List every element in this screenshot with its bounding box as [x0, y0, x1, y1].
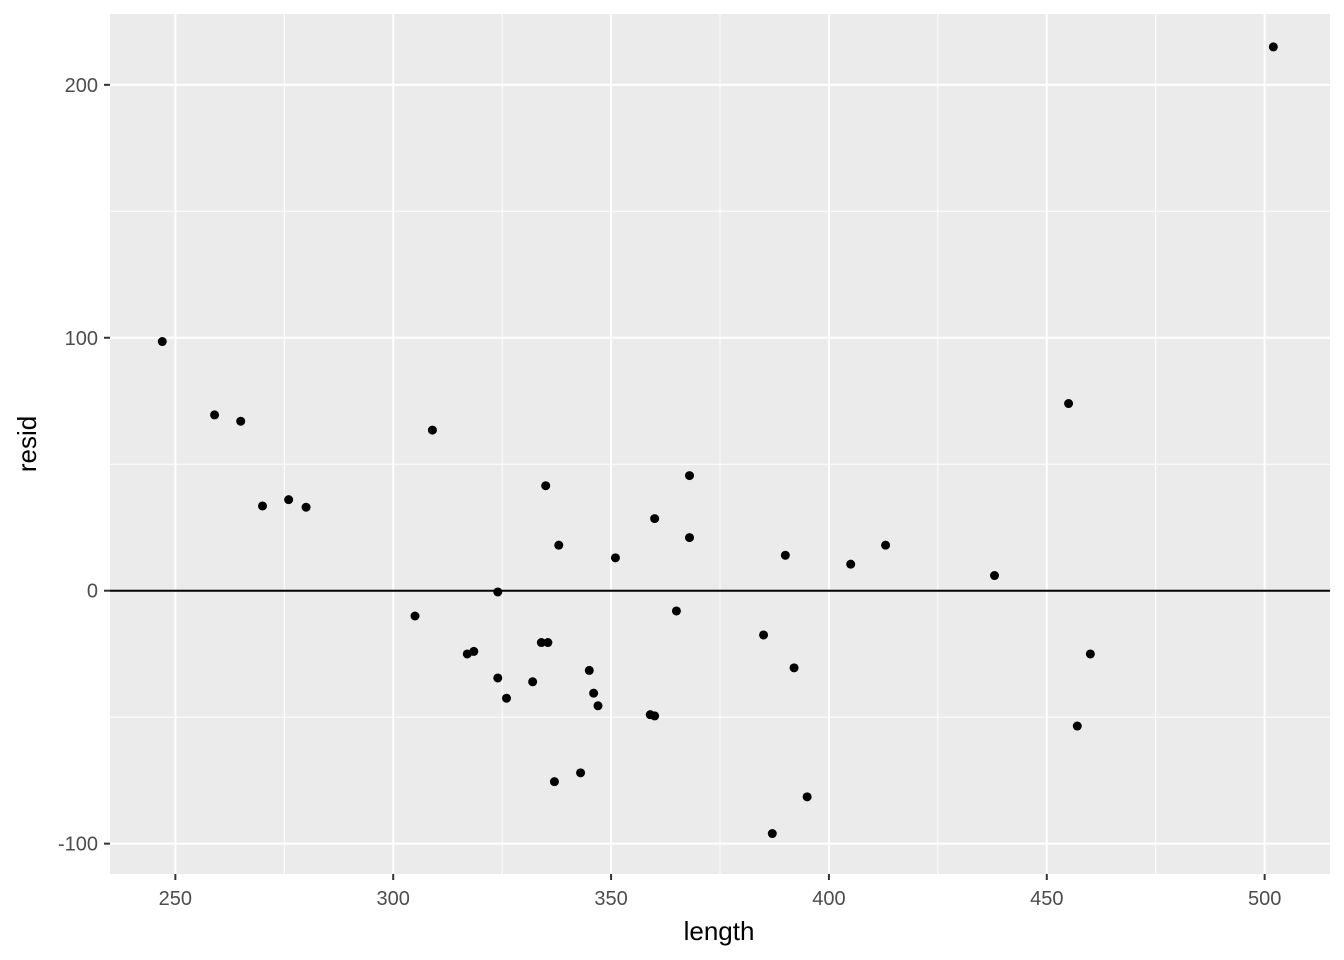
data-point [685, 471, 694, 481]
data-point [236, 416, 246, 426]
data-point [990, 571, 999, 581]
x-axis: 250 300 350 400 450 500 [159, 874, 1281, 910]
data-point [157, 337, 167, 347]
data-point [576, 768, 586, 778]
data-point [502, 693, 511, 703]
x-axis-title: length [684, 916, 755, 946]
y-tick-label: 200 [65, 75, 98, 97]
data-point [554, 540, 564, 550]
data-point [301, 502, 311, 512]
data-point [284, 495, 294, 505]
data-point [1064, 399, 1074, 409]
data-point [469, 646, 479, 656]
x-tick-label: 450 [1030, 888, 1063, 910]
x-tick-label: 300 [377, 888, 410, 910]
data-point [210, 410, 220, 420]
data-point [549, 777, 559, 787]
x-tick-label: 250 [159, 888, 192, 910]
data-point [410, 611, 420, 621]
data-point [584, 665, 594, 675]
data-point [493, 587, 503, 597]
data-point [1085, 649, 1095, 659]
data-point [789, 663, 799, 673]
y-tick-label: -100 [58, 834, 98, 856]
data-point [528, 677, 538, 687]
data-point [1072, 721, 1082, 731]
data-point [881, 540, 891, 550]
data-point [780, 550, 790, 560]
data-point [759, 630, 769, 640]
data-point [541, 481, 551, 491]
data-point [1268, 42, 1278, 52]
data-point [671, 606, 681, 616]
data-point [846, 559, 856, 569]
data-point [685, 533, 694, 543]
x-tick-label: 350 [594, 888, 627, 910]
y-tick-label: 0 [87, 581, 98, 603]
data-points [157, 42, 1278, 839]
data-point [258, 501, 267, 511]
data-point [589, 688, 599, 698]
y-axis: -100 0 100 200 [58, 75, 110, 856]
data-point [610, 553, 620, 563]
data-point [767, 829, 777, 839]
data-point [427, 425, 437, 435]
data-point [543, 638, 553, 648]
data-point [650, 711, 660, 721]
x-tick-label: 500 [1248, 888, 1281, 910]
x-tick-label: 400 [812, 888, 845, 910]
data-point [536, 638, 546, 648]
data-point [650, 514, 660, 524]
data-point [493, 673, 503, 683]
y-tick-label: 100 [65, 328, 98, 350]
data-point [593, 701, 603, 711]
y-axis-title: resid [12, 416, 42, 472]
minor-gridlines [110, 14, 1330, 874]
data-point [802, 792, 812, 802]
